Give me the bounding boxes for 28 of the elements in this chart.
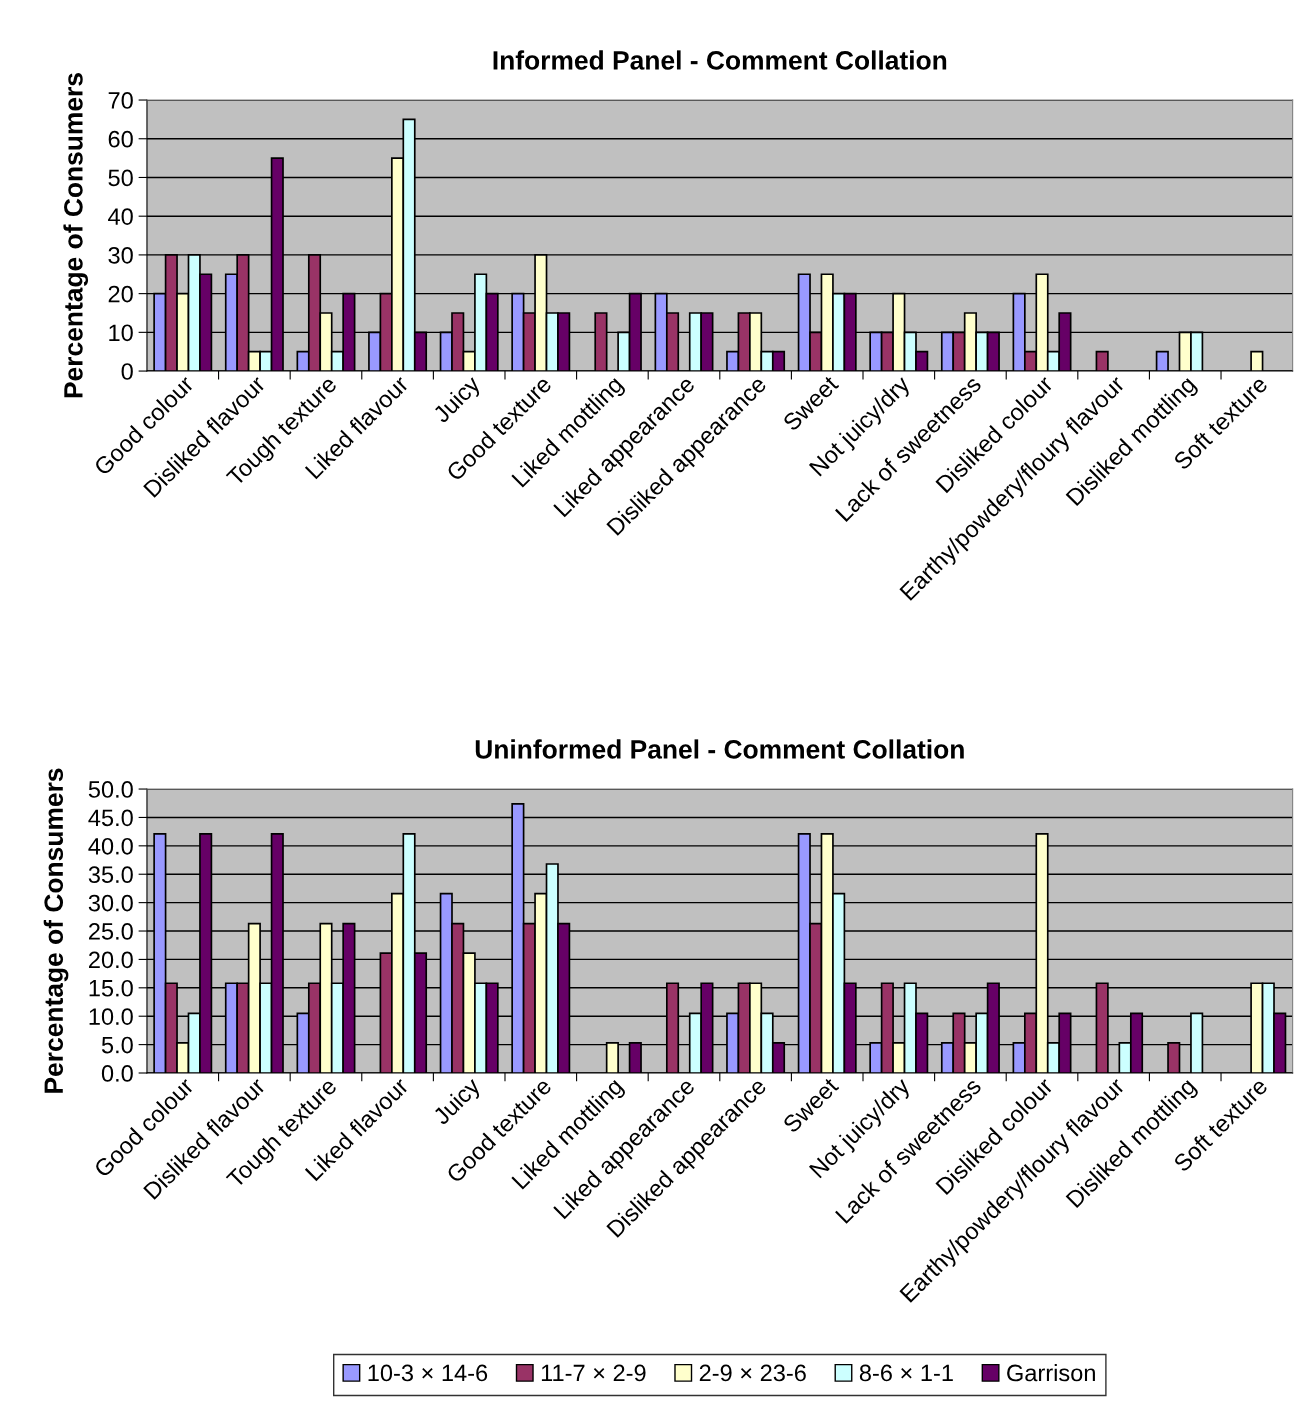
y-tick-label: 60	[108, 130, 133, 148]
y-tick-label: 50	[108, 169, 133, 187]
y-tick-label: 5.0	[101, 1036, 133, 1054]
y-tick-label: 45.0	[88, 809, 133, 827]
y-tick-label: 0	[121, 363, 133, 380]
y-tick-label: 25.0	[89, 923, 133, 940]
y-tick-label: 30	[108, 246, 133, 264]
y-tick-label: 0.0	[101, 1065, 133, 1082]
legend-label: 11-7 × 2-9	[541, 1364, 646, 1382]
legend-label: 2-9 × 23-6	[699, 1364, 806, 1382]
y-tick-label: 10	[109, 324, 133, 342]
legend-label: 10-3 × 14-6	[368, 1364, 488, 1382]
chart-title: Informed Panel - Comment Collation	[493, 50, 947, 70]
chart-title: Uninformed Panel - Comment Collation	[475, 739, 964, 759]
y-axis-title: Percentage of Consumers	[63, 73, 89, 398]
legend-label: Garrison	[1007, 1364, 1095, 1382]
y-tick-label: 30.0	[88, 894, 133, 912]
y-axis-title: Percentage of Consumers	[43, 768, 69, 1093]
y-tick-label: 35.0	[88, 866, 133, 884]
y-tick-label: 10.0	[89, 1008, 133, 1025]
y-tick-label: 40.0	[88, 837, 133, 855]
y-tick-label: 70	[108, 92, 133, 109]
y-tick-label: 15.0	[89, 979, 133, 997]
y-tick-label: 50.0	[88, 781, 133, 798]
y-tick-label: 40	[108, 208, 133, 225]
legend-label: 8-6 × 1-1	[859, 1364, 953, 1382]
y-tick-label: 20.0	[89, 951, 133, 969]
y-tick-label: 20	[108, 285, 133, 303]
